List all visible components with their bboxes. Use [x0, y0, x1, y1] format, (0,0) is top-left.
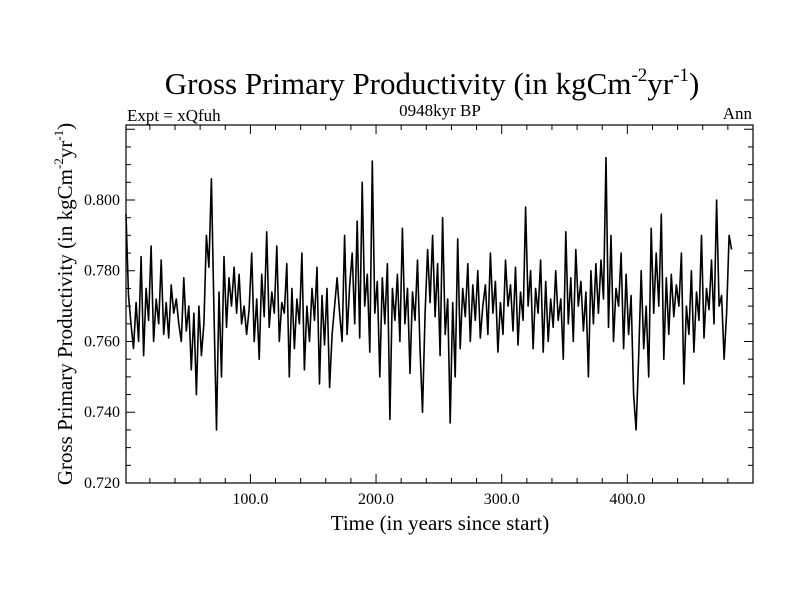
subtitle-right: Ann [723, 104, 753, 123]
y-tick-label: 0.720 [84, 475, 120, 492]
x-tick-label: 400.0 [609, 491, 645, 508]
subtitle-center: 0948kyr BP [399, 101, 481, 120]
x-tick-label: 200.0 [358, 491, 394, 508]
y-axis-label: Gross Primary Productivity (in kgCm-2yr-… [51, 123, 77, 485]
y-tick-label: 0.800 [84, 192, 120, 209]
x-tick-label: 300.0 [484, 491, 520, 508]
y-tick-label: 0.760 [84, 333, 120, 350]
x-axis-label: Time (in years since start) [331, 511, 550, 535]
plot-frame [125, 124, 754, 484]
y-tick-label: 0.740 [84, 404, 120, 421]
x-axis-ticks: 100.0 200.0 300.0 400.0 [149, 125, 729, 508]
x-tick-label: 100.0 [232, 491, 268, 508]
series-line-gpp [125, 156, 733, 431]
chart-title: Gross Primary Productivity (in kgCm-2yr-… [165, 65, 700, 101]
y-axis-ticks: 0.720 0.740 0.760 0.780 0.800 [84, 128, 753, 492]
y-tick-label: 0.780 [84, 263, 120, 280]
subtitle-left: Expt = xQfuh [127, 106, 221, 125]
